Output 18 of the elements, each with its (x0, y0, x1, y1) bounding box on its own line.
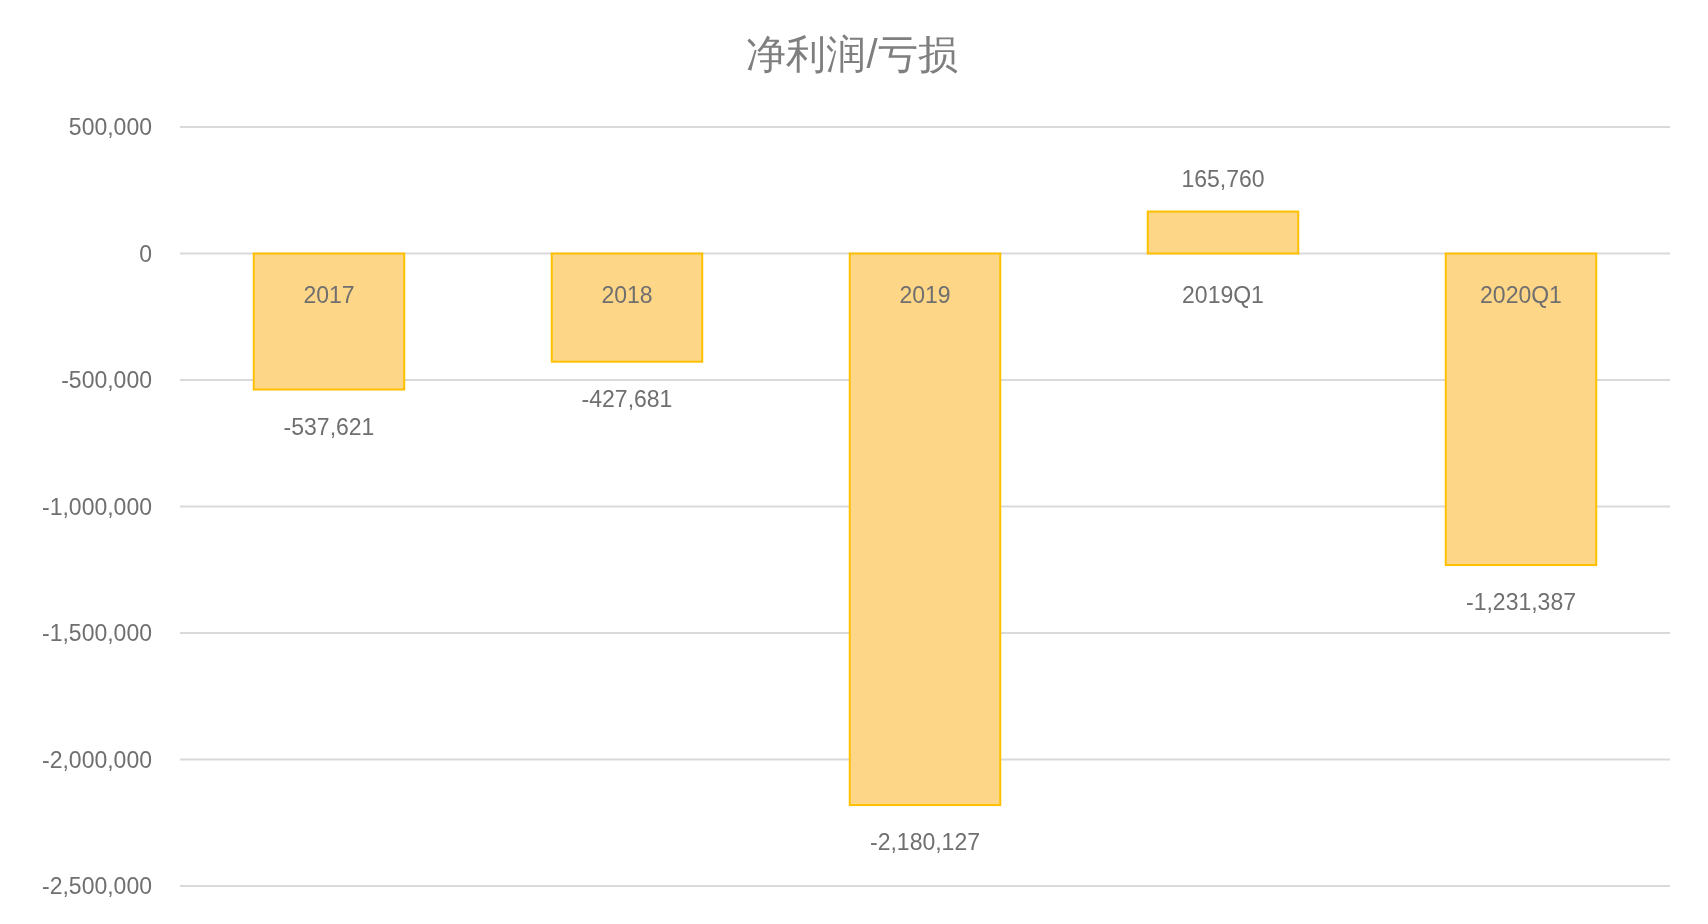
y-tick-label: 500,000 (68, 114, 152, 140)
x-tick-label: 2019Q1 (1182, 281, 1264, 308)
data-label: 165,760 (1181, 165, 1265, 192)
y-tick-label: 0 (139, 240, 152, 267)
x-tick-label: 2020Q1 (1480, 281, 1562, 308)
y-tick-label: -500,000 (61, 367, 152, 393)
y-tick-label: -1,500,000 (42, 620, 152, 646)
data-label: -1,231,387 (1466, 589, 1576, 616)
y-tick-label: -1,000,000 (42, 493, 152, 520)
title: 净利润/亏损 (746, 32, 958, 76)
data-label: -2,180,127 (870, 829, 980, 856)
y-tick-label: -2,500,000 (42, 873, 152, 899)
y-tick-label: -2,000,000 (42, 746, 152, 773)
x-tick-label: 2018 (601, 281, 653, 308)
x-tick-label: 2017 (303, 281, 355, 308)
x-tick-label: 2019 (899, 281, 951, 308)
data-label: -427,681 (581, 385, 673, 412)
data-label: -537,621 (283, 413, 375, 440)
